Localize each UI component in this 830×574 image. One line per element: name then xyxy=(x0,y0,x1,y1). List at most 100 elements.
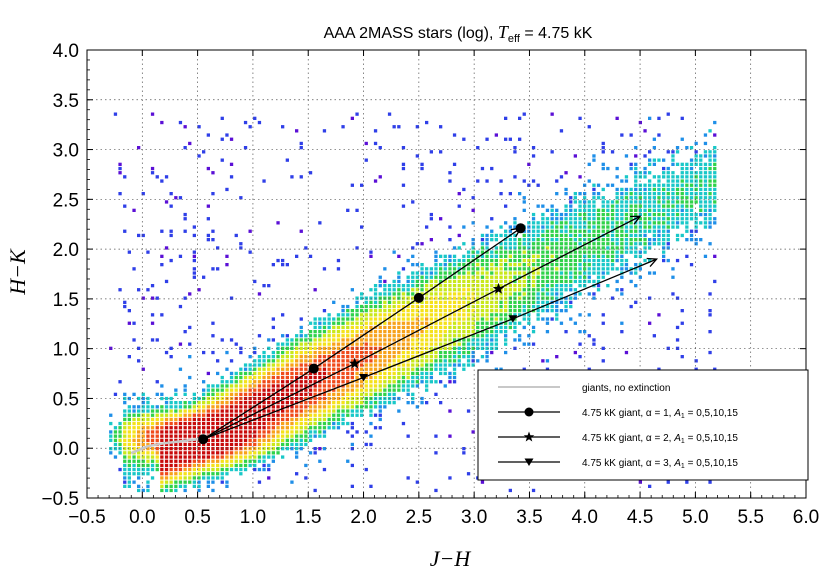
density-cell xyxy=(559,288,564,292)
density-cell xyxy=(169,434,173,438)
density-cell xyxy=(350,338,354,342)
density-cell xyxy=(708,162,712,166)
density-cell xyxy=(392,296,396,300)
density-cell xyxy=(197,476,201,480)
density-cell xyxy=(387,309,392,313)
density-cell xyxy=(420,162,424,166)
density-cell xyxy=(415,325,419,330)
density-cell xyxy=(397,284,401,288)
density-cell xyxy=(476,254,480,258)
density-cell xyxy=(513,242,517,246)
density-cell xyxy=(350,313,354,317)
density-cell xyxy=(211,171,215,175)
density-cell xyxy=(411,296,415,300)
density-cell xyxy=(336,396,341,401)
density-cell xyxy=(527,288,531,292)
density-cell xyxy=(197,451,201,455)
density-cell xyxy=(713,192,717,196)
density-cell xyxy=(313,430,317,434)
density-cell xyxy=(169,438,173,442)
density-cell xyxy=(573,254,577,258)
density-cell xyxy=(499,317,503,321)
density-cell xyxy=(322,342,327,346)
density-cell xyxy=(648,238,652,242)
density-cell xyxy=(429,271,433,275)
x-tick-label: 6.0 xyxy=(793,507,819,528)
density-cell xyxy=(234,401,238,405)
density-cell xyxy=(476,313,480,317)
density-cell xyxy=(327,317,331,321)
density-cell xyxy=(434,451,438,455)
density-cell xyxy=(350,355,354,359)
density-cell xyxy=(434,488,438,493)
density-cell xyxy=(257,417,262,422)
density-cell xyxy=(569,317,573,321)
density-cell xyxy=(290,363,294,367)
density-cell xyxy=(462,325,466,330)
density-cell xyxy=(313,334,317,338)
density-cell xyxy=(183,401,187,405)
density-cell xyxy=(401,330,406,334)
density-cell xyxy=(545,300,550,304)
density-cell xyxy=(527,309,531,313)
density-cell xyxy=(295,455,299,459)
density-cell xyxy=(281,384,285,388)
density-cell xyxy=(239,392,243,396)
density-cell xyxy=(229,380,234,384)
density-cell xyxy=(452,300,457,304)
density-cell xyxy=(429,238,433,242)
density-cell xyxy=(713,200,717,204)
density-cell xyxy=(336,401,341,405)
density-cell xyxy=(694,196,698,200)
density-cell xyxy=(518,313,522,317)
density-cell xyxy=(257,367,262,371)
density-cell xyxy=(620,330,624,334)
density-cell xyxy=(308,401,313,405)
density-cell xyxy=(420,325,424,330)
density-cell xyxy=(234,438,238,442)
density-cell xyxy=(569,254,573,258)
density-cell xyxy=(703,150,708,154)
density-cell xyxy=(169,409,173,413)
density-cell xyxy=(425,375,429,380)
density-cell xyxy=(290,350,294,355)
density-cell xyxy=(555,208,559,212)
density-cell xyxy=(202,463,206,468)
density-cell xyxy=(648,162,652,166)
density-cell xyxy=(327,321,331,325)
density-cell xyxy=(485,338,489,342)
density-cell xyxy=(178,409,183,413)
density-cell xyxy=(471,288,475,292)
density-cell xyxy=(429,359,433,363)
density-cell xyxy=(132,459,136,463)
density-cell xyxy=(531,488,536,493)
density-cell xyxy=(360,409,364,413)
density-cell xyxy=(494,300,498,304)
density-cell xyxy=(234,371,238,376)
density-cell xyxy=(662,158,666,162)
density-cell xyxy=(648,321,652,325)
density-cell xyxy=(164,442,169,447)
density-cell xyxy=(211,472,215,476)
density-cell xyxy=(569,196,573,200)
density-cell xyxy=(299,317,303,321)
density-cell xyxy=(118,451,122,455)
legend-alpha2-value: 2 xyxy=(663,433,669,444)
density-cell xyxy=(624,238,629,242)
density-cell xyxy=(387,401,392,405)
density-cell xyxy=(387,392,392,396)
density-cell xyxy=(387,330,392,334)
density-cell xyxy=(452,313,457,317)
density-cell xyxy=(276,442,280,447)
density-cell xyxy=(137,430,141,434)
density-cell xyxy=(606,217,610,221)
density-cell xyxy=(355,334,359,338)
density-cell xyxy=(694,171,698,175)
density-cell xyxy=(406,392,410,396)
density-cell xyxy=(211,430,215,434)
density-cell xyxy=(615,175,619,179)
density-cell xyxy=(137,459,141,463)
density-cell xyxy=(466,250,471,254)
density-cell xyxy=(485,250,489,254)
density-cell xyxy=(462,271,466,275)
